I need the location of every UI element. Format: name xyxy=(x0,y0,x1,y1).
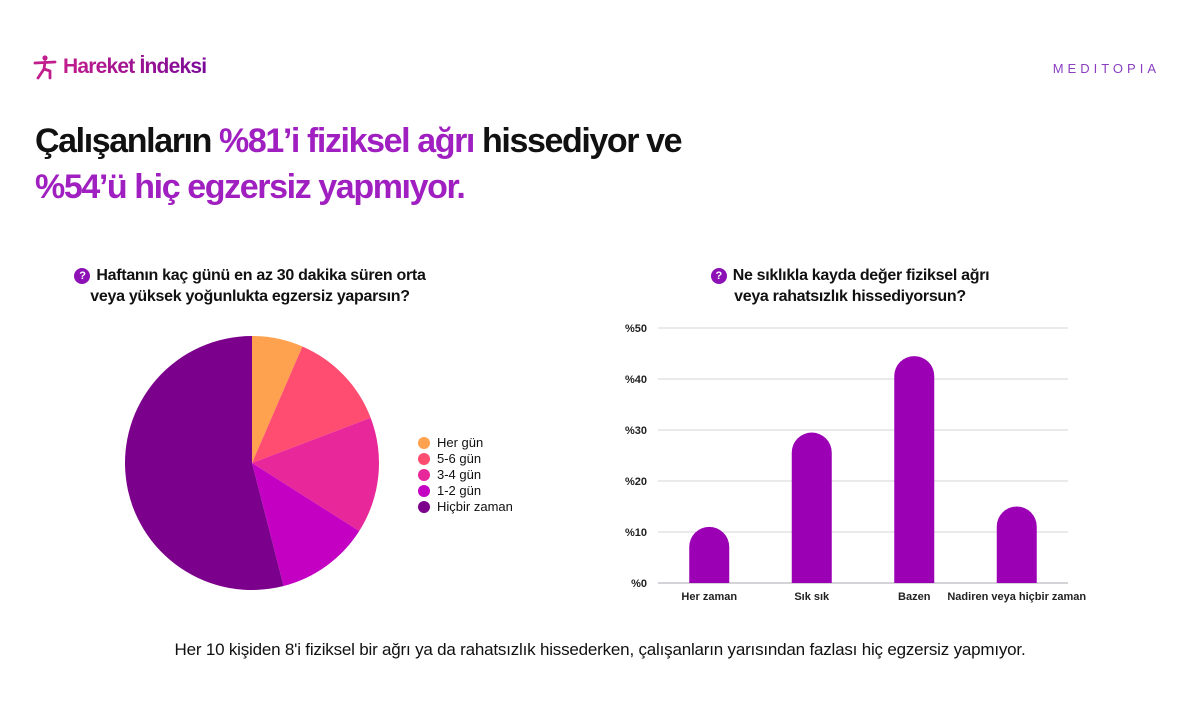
legend-item: 1-2 gün xyxy=(418,483,513,499)
legend-label: 3-4 gün xyxy=(437,467,482,482)
legend-swatch xyxy=(418,485,430,497)
bar-question: ? Ne sıklıkla kayda değer fiziksel ağrı v… xyxy=(660,265,1040,307)
legend-swatch xyxy=(418,437,430,449)
logo-text: Hareket İndeksi xyxy=(63,55,207,78)
pie-slice xyxy=(252,346,371,463)
y-tick-label: %0 xyxy=(631,578,647,590)
x-tick-label: Her zaman xyxy=(681,591,737,603)
headline: Çalışanların %81’i fiziksel ağrı hissedi… xyxy=(35,118,683,210)
x-tick-label: Bazen xyxy=(898,591,931,603)
legend-item: 5-6 gün xyxy=(418,451,513,467)
footer-summary: Her 10 kişiden 8'i fiziksel bir ağrı ya … xyxy=(174,640,1026,659)
legend-swatch xyxy=(418,453,430,465)
bar xyxy=(689,526,730,583)
y-tick-label: %20 xyxy=(625,476,647,488)
running-person-icon xyxy=(33,55,57,80)
x-tick-label: Sık sık xyxy=(794,591,830,603)
y-tick-label: %30 xyxy=(625,425,647,437)
headline-highlight1: %81’i fiziksel ağrı xyxy=(219,122,475,160)
headline-part2: hissediyor ve xyxy=(473,122,683,160)
bar xyxy=(894,356,935,583)
x-tick-label: Nadiren veya hiçbir zaman xyxy=(947,591,1086,603)
legend-label: 1-2 gün xyxy=(437,483,482,498)
pie-chart xyxy=(124,336,379,590)
legend-label: Hiçbir zaman xyxy=(437,499,513,514)
y-tick-label: %10 xyxy=(625,527,647,539)
y-tick-label: %40 xyxy=(625,374,647,386)
pie-slice xyxy=(252,463,360,587)
bar-title-line1: Ne sıklıkla kayda değer fiziksel ağrı xyxy=(732,267,990,284)
headline-highlight2: %54’ü hiç egzersiz yapmıyor. xyxy=(35,168,466,206)
pie-legend: Her gün 5-6 gün 3-4 gün 1-2 gün Hiçbir zaman xyxy=(418,435,513,515)
legend-item: Her gün xyxy=(418,435,513,451)
legend-swatch xyxy=(418,501,430,513)
pie-question: ? Haftanın kaç günü en az 30 dakika süren… xyxy=(40,265,460,307)
brand-name: MEDITOPIA xyxy=(1052,61,1160,76)
bar-chart: %0 %10 %20 %30 %40 %50 Her zaman Sık sık Bazen Na… xyxy=(625,323,1086,603)
pie-title-line2: veya yüksek yoğunlukta egzersiz yaparsın… xyxy=(90,288,410,305)
y-tick-label: %50 xyxy=(625,323,647,335)
question-icon: ? xyxy=(710,268,727,284)
headline-part1: Çalışanların xyxy=(35,122,219,160)
logo: Hareket İndeksi xyxy=(33,54,207,80)
legend-swatch xyxy=(418,469,430,481)
question-icon: ? xyxy=(74,268,91,284)
legend-label: 5-6 gün xyxy=(437,451,482,466)
bar-title-line2: veya rahatsızlık hissediyorsun? xyxy=(734,288,966,305)
pie-title-line1: Haftanın kaç günü en az 30 dakika süren … xyxy=(96,267,426,284)
bar xyxy=(996,506,1037,583)
legend-item: 3-4 gün xyxy=(418,467,513,483)
pie-slice xyxy=(252,417,379,532)
bar xyxy=(791,432,832,583)
pie-slice xyxy=(124,336,284,590)
legend-item: Hiçbir zaman xyxy=(418,499,513,515)
legend-label: Her gün xyxy=(437,435,484,450)
pie-slice xyxy=(252,336,303,463)
